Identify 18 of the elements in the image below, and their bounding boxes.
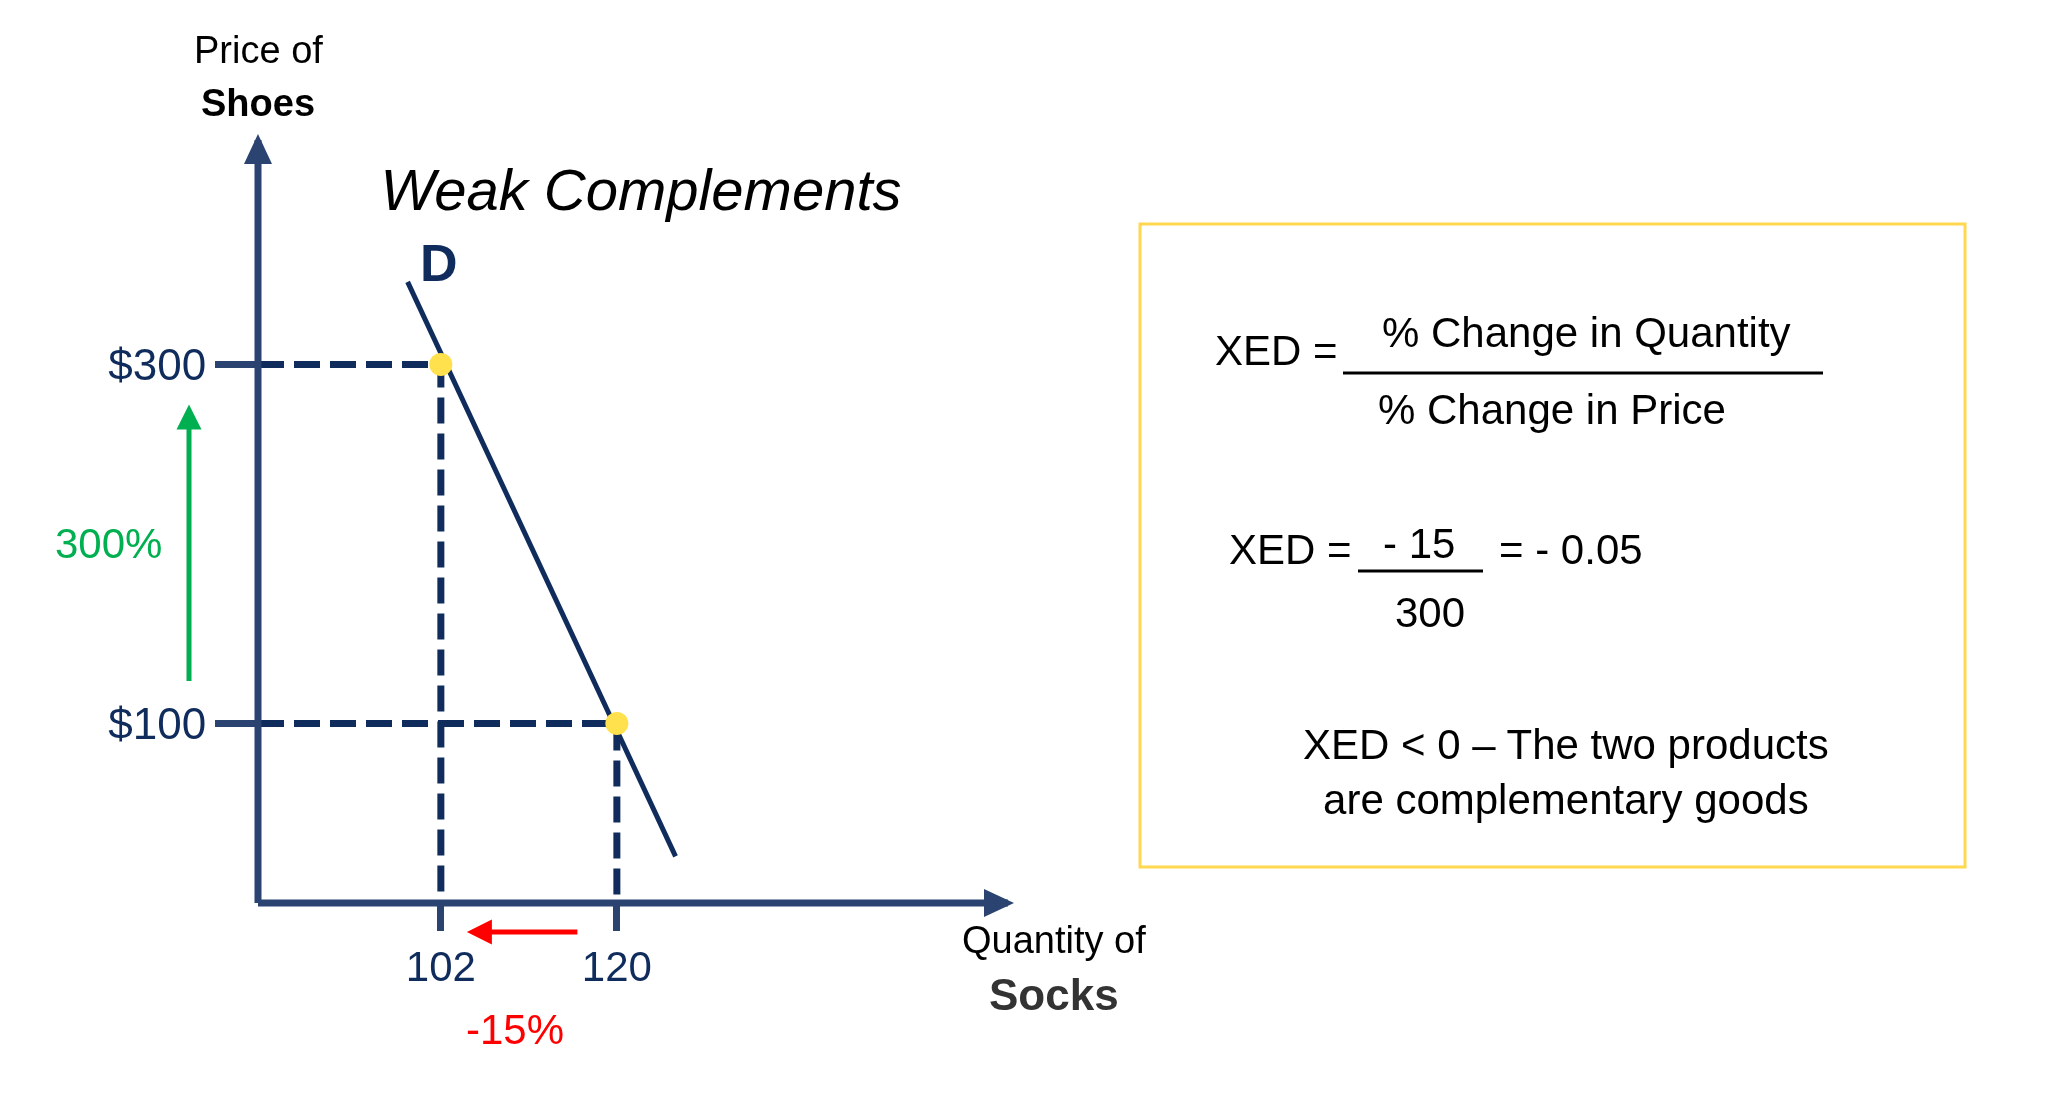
text: XED = [1229,526,1352,573]
series-label: D [420,234,458,292]
text: % Change in Quantity [1382,309,1791,356]
text: XED < 0 – The two products are complementary goods [1303,721,1829,823]
text: = - 0.05 [1499,526,1643,573]
text: 300% [55,520,163,567]
text: -15% [466,1006,565,1053]
y-tick-label: $100 [108,698,207,748]
y-axis-title: Price of Shoes [194,29,324,124]
y-tick-label: $300 [108,339,207,389]
text: 300 [1395,589,1466,636]
chart-title: Weak Complements [380,157,902,223]
text: - 15 [1383,520,1456,567]
x-tick-label: 102 [405,943,476,991]
text: XED = [1215,327,1338,374]
x-tick-label: 120 [581,943,652,991]
x-axis-title: Quantity of Socks [962,919,1147,1019]
text: % Change in Price [1378,386,1726,433]
